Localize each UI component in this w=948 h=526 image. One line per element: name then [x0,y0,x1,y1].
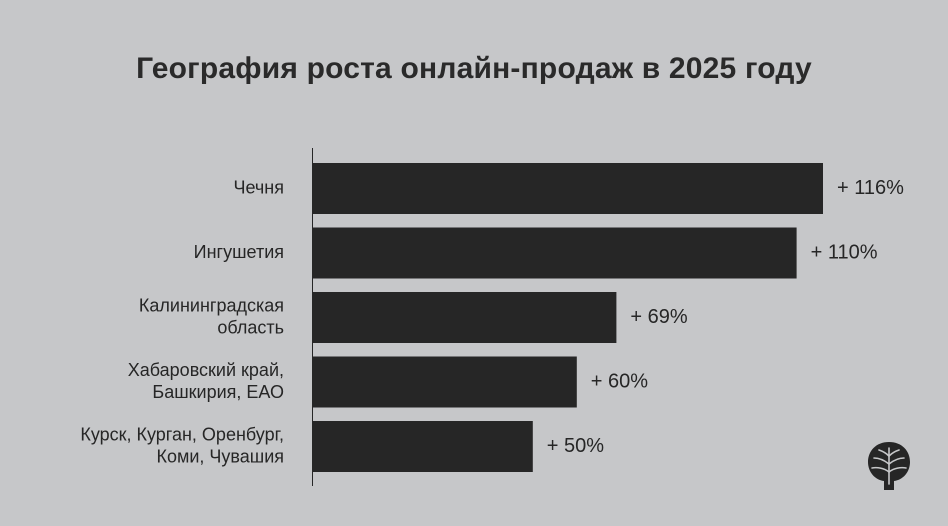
category-label-4: Курск, Курган, Оренбург, Коми, Чувашия [80,424,284,466]
bar-4 [313,421,533,472]
value-label-4: + 50% [547,435,604,457]
category-label-line: Башкирия, ЕАО [152,382,284,402]
category-label-line: область [217,317,284,337]
bar-2 [313,292,617,343]
bar-3 [313,356,577,408]
category-label-1: Ингушетия [194,242,284,262]
tree-logo-icon [868,442,910,490]
category-label-line: Калининградская [139,295,284,315]
category-label-line: Коми, Чувашия [156,446,284,466]
value-label-3: + 60% [591,370,648,392]
value-label-1: + 110% [811,241,878,263]
bar-1 [313,227,797,279]
bar-0 [313,163,823,214]
category-label-2: Калининградская область [139,295,284,337]
category-label-line: Курск, Курган, Оренбург, [80,424,284,444]
category-label-0: Чечня [234,177,284,197]
value-label-0: + 116% [837,177,904,199]
category-label-line: Чечня [234,177,284,197]
value-label-2: + 69% [630,306,687,328]
category-label-line: Хабаровский край, [128,360,284,380]
category-label-line: Ингушетия [194,242,284,262]
chart-title: География роста онлайн-продаж в 2025 год… [136,52,812,85]
category-label-3: Хабаровский край, Башкирия, ЕАО [128,360,284,402]
